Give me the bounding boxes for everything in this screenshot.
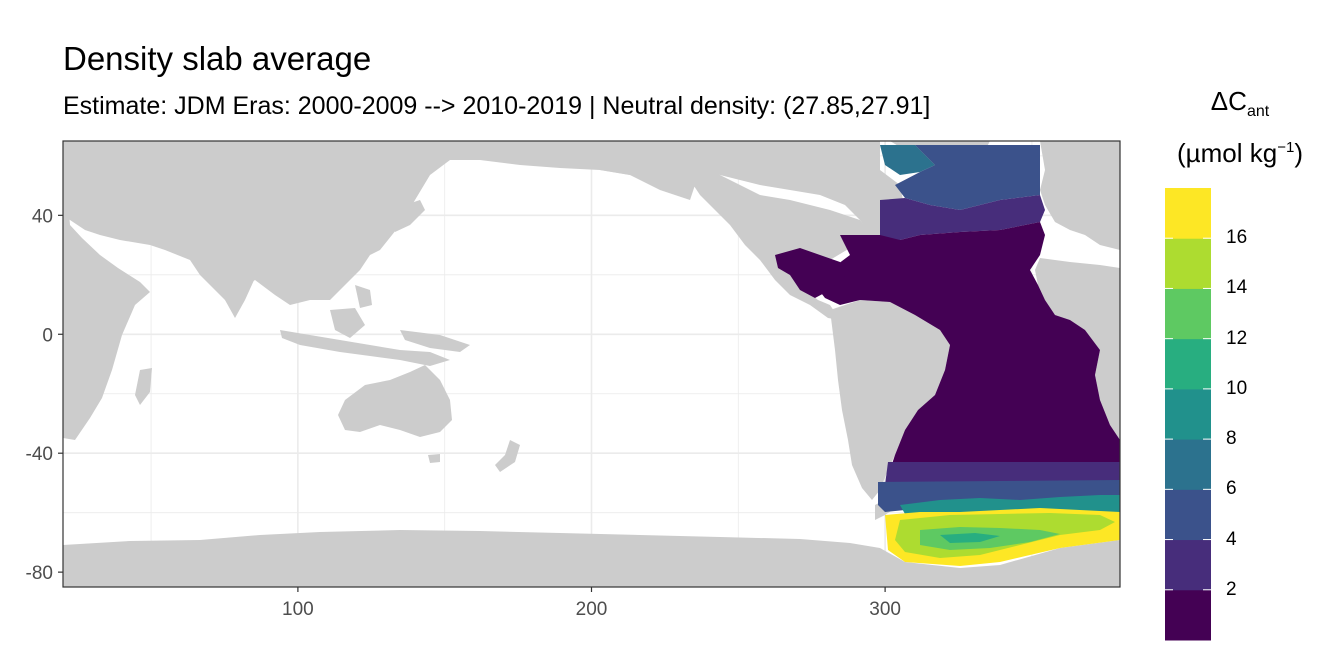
cell-weddell-core	[940, 533, 1000, 543]
land-newguinea	[400, 330, 470, 352]
land-europe	[1040, 141, 1120, 250]
colorbar-swatch	[1165, 288, 1211, 340]
axis-ticks	[58, 214, 886, 592]
land-borneo	[330, 308, 365, 338]
legend-tick-label: 6	[1226, 478, 1237, 500]
legend-tick-label: 4	[1226, 528, 1237, 550]
legend-title-line2: (µmol kg−1)	[1177, 138, 1303, 168]
y-tick-label: 40	[32, 206, 53, 227]
colorbar-swatch	[1165, 238, 1211, 289]
chart-title: Density slab average	[63, 40, 372, 77]
land-newzealand	[495, 440, 520, 472]
legend-tick-label: 8	[1226, 428, 1237, 450]
colorbar-swatch	[1165, 439, 1211, 490]
chart-subtitle: Estimate: JDM Eras: 2000-2009 --> 2010-2…	[63, 92, 931, 120]
land-philippines	[355, 285, 372, 308]
land-australia	[338, 365, 452, 437]
legend-tick-label: 2	[1226, 578, 1237, 600]
x-tick-label: 100	[282, 599, 314, 620]
x-tick-label: 200	[576, 599, 608, 620]
colorbar-swatch	[1165, 338, 1211, 390]
legend-tick-label: 12	[1226, 327, 1248, 349]
y-tick-label: 0	[42, 325, 53, 346]
legend-tick-label: 14	[1226, 277, 1248, 299]
x-tick-label: 300	[869, 599, 901, 620]
land-tasmania	[428, 454, 440, 463]
cell-north-atlantic-mid	[880, 195, 1045, 240]
legend-title-line1: ΔCant	[1210, 86, 1270, 120]
cell-labrador-sea	[880, 145, 935, 175]
cell-caribbean	[775, 248, 850, 298]
land-japan	[390, 200, 425, 232]
delta-cant-field	[775, 145, 1120, 566]
land-antarctica	[63, 530, 1120, 587]
land-india	[215, 255, 255, 318]
colorbar-swatch	[1165, 489, 1211, 541]
land-africa-west	[1035, 258, 1120, 440]
land-africa-east	[63, 141, 150, 440]
land-layer	[63, 141, 1120, 587]
colorbar-swatch	[1165, 388, 1211, 440]
land-madagascar	[135, 368, 152, 405]
legend-tick-label: 10	[1226, 377, 1248, 399]
colorbar	[1165, 188, 1211, 641]
y-tick-label: -40	[26, 444, 53, 465]
land-south-america	[830, 300, 950, 500]
cell-south-atlantic-45s	[885, 462, 1120, 485]
land-indonesia	[280, 330, 450, 366]
y-tick-label: -80	[26, 563, 53, 584]
cell-irminger	[895, 145, 1040, 210]
colorbar-swatch	[1165, 539, 1211, 591]
legend-tick-label: 16	[1226, 227, 1248, 249]
cell-atlantic-basin	[815, 222, 1120, 470]
colorbar-swatch	[1165, 589, 1211, 641]
colorbar-swatch	[1165, 188, 1211, 239]
